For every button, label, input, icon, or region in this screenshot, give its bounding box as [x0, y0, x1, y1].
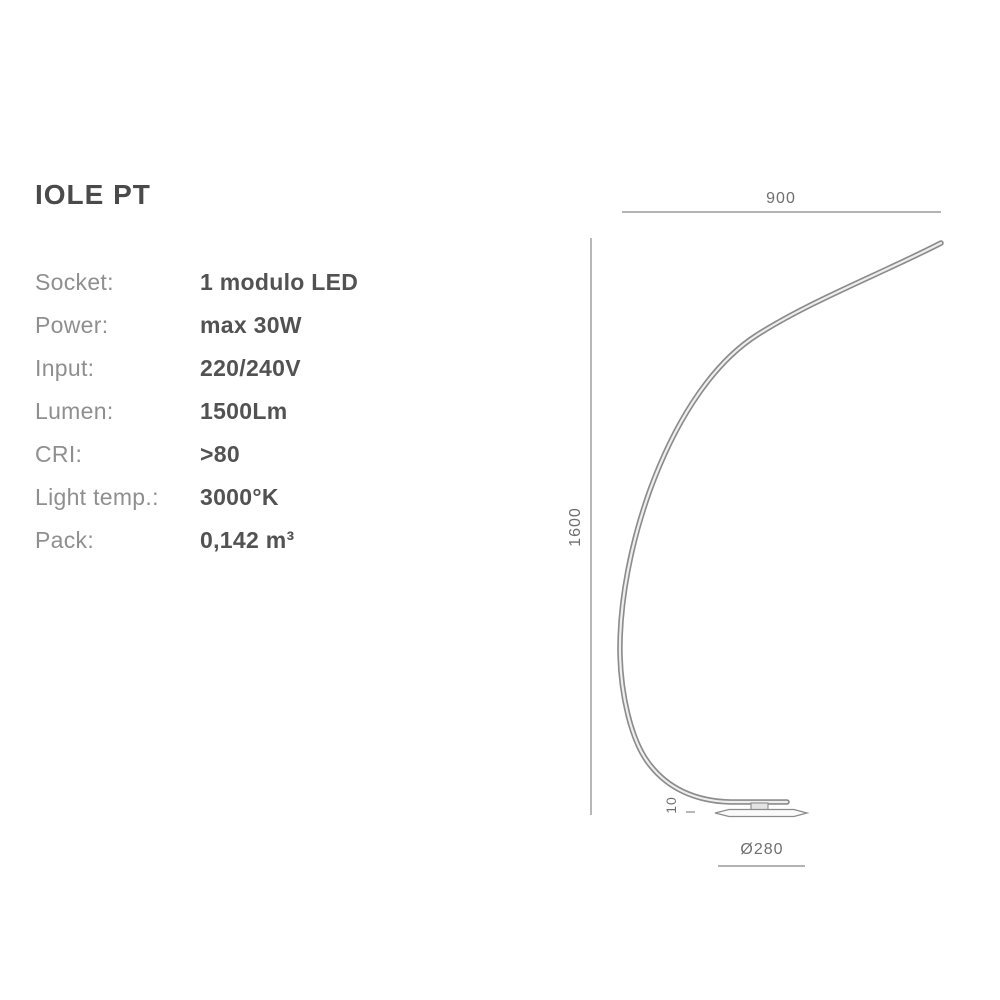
- spec-value: 220/240V: [200, 354, 301, 381]
- lamp-arc: [617, 240, 944, 805]
- spec-label: CRI:: [35, 440, 83, 467]
- product-title: IOLE PT: [35, 179, 151, 210]
- spec-row-input: Input: 220/240V: [35, 355, 455, 398]
- spec-label: Lumen:: [35, 397, 114, 424]
- spec-label: Power:: [35, 311, 109, 338]
- spec-label: Socket:: [35, 268, 114, 295]
- spec-value: 1 modulo LED: [200, 268, 359, 295]
- width-dimension-label: 900: [766, 190, 796, 207]
- spec-value: 0,142 m³: [200, 526, 295, 553]
- spec-value: 1500Lm: [200, 397, 288, 424]
- width-dimension: 900: [622, 190, 941, 213]
- spec-row-pack: Pack: 0,142 m³: [35, 527, 455, 570]
- spec-value: max 30W: [200, 311, 302, 338]
- spec-row-socket: Socket: 1 modulo LED: [35, 269, 455, 312]
- lamp-tube-outline: [617, 240, 944, 805]
- spec-label: Pack:: [35, 526, 95, 553]
- spec-row-lumen: Lumen: 1500Lm: [35, 398, 455, 441]
- spec-label: Light temp.:: [35, 483, 159, 510]
- spec-row-light-temp: Light temp.: 3000°K: [35, 484, 455, 527]
- base-thickness-dimension: 10: [663, 796, 695, 814]
- base-diameter-dimension: Ø280: [718, 841, 805, 867]
- lamp-tube-highlight: [618, 241, 943, 804]
- lamp-base: [714, 802, 810, 818]
- spec-table: Socket: 1 modulo LED Power: max 30W Inpu…: [35, 269, 455, 570]
- base-thickness-label: 10: [663, 796, 679, 814]
- spec-value: >80: [200, 440, 240, 467]
- base-plate: [714, 808, 810, 818]
- spec-row-cri: CRI: >80: [35, 441, 455, 484]
- spec-row-power: Power: max 30W: [35, 312, 455, 355]
- base-diameter-label: Ø280: [740, 841, 783, 858]
- spec-label: Input:: [35, 354, 95, 381]
- height-dimension: 1600: [567, 238, 592, 815]
- spec-value: 3000°K: [200, 483, 279, 510]
- spec-panel: IOLE PT Socket: 1 modulo LED Power: max …: [35, 179, 455, 570]
- height-dimension-label: 1600: [567, 507, 584, 547]
